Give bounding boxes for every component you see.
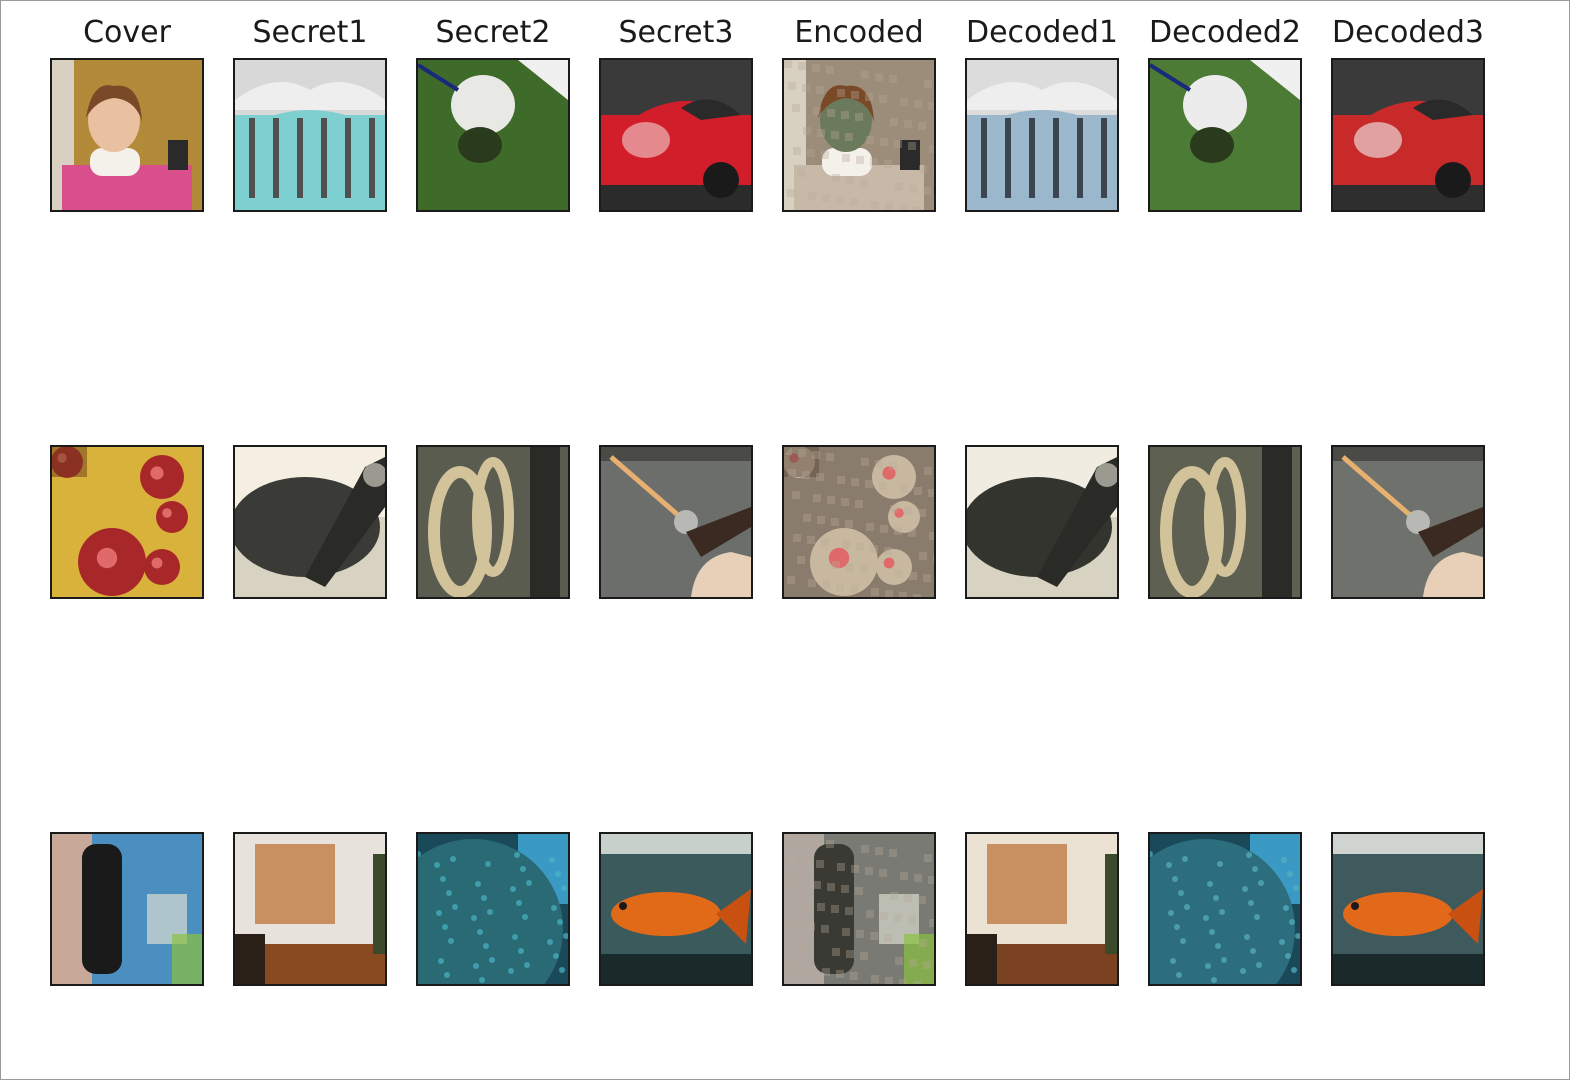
column-title-3: Secret2: [435, 15, 551, 50]
image-decoded-coral: [1148, 832, 1302, 986]
thumbnail-white-dog-on-grass: [418, 60, 568, 210]
thumbnail-decoded-dining: [967, 834, 1117, 984]
thumbnail-decoded-dog: [1150, 60, 1300, 210]
image-blurred-bowl: [233, 445, 387, 599]
image-encoded-pizza: [782, 445, 936, 599]
thumbnail-decoded-coral: [1150, 834, 1300, 984]
image-decoded-dog: [1148, 58, 1302, 212]
image-decoded-fishing: [1331, 445, 1485, 599]
thumbnail-decoded-goldfish: [1333, 834, 1483, 984]
image-decoded-goldfish: [1331, 832, 1485, 986]
thumbnail-goldfish: [601, 834, 751, 984]
image-chain-links: [416, 445, 570, 599]
thumbnail-dining-room: [235, 834, 385, 984]
column-title-8: Decoded3: [1331, 15, 1485, 50]
thumbnail-red-porsche: [601, 60, 751, 210]
thumbnail-decoded-chain: [1150, 447, 1300, 597]
column-title-1: Cover: [83, 15, 171, 50]
image-pizza-pepperoni: [50, 445, 204, 599]
image-encoded-phone: [782, 832, 936, 986]
image-decoded-porsche: [1331, 58, 1485, 212]
thumbnail-decoded-fountain: [967, 60, 1117, 210]
thumbnail-decoded-fishing: [1333, 447, 1483, 597]
image-decoded-bowl: [965, 445, 1119, 599]
column-title-2: Secret1: [252, 15, 368, 50]
thumbnail-pizza-pepperoni: [52, 447, 202, 597]
image-red-porsche: [599, 58, 753, 212]
image-venice-fountain: [233, 58, 387, 212]
thumbnail-girl-neck-brace: [52, 60, 202, 210]
image-encoded-girl: [782, 58, 936, 212]
image-fishing-rod: [599, 445, 753, 599]
thumbnail-chain-links: [418, 447, 568, 597]
thumbnail-wall-phone: [52, 834, 202, 984]
thumbnail-encoded-girl: [784, 60, 934, 210]
thumbnail-coral-sphere: [418, 834, 568, 984]
thumbnail-venice-fountain: [235, 60, 385, 210]
image-coral-sphere: [416, 832, 570, 986]
image-white-dog-on-grass: [416, 58, 570, 212]
image-girl-neck-brace: [50, 58, 204, 212]
thumbnail-blurred-bowl: [235, 447, 385, 597]
thumbnail-fishing-rod: [601, 447, 751, 597]
image-decoded-fountain: [965, 58, 1119, 212]
image-dining-room: [233, 832, 387, 986]
thumbnail-encoded-phone: [784, 834, 934, 984]
image-decoded-dining: [965, 832, 1119, 986]
column-title-7: Decoded2: [1148, 15, 1302, 50]
image-goldfish: [599, 832, 753, 986]
column-title-4: Secret3: [618, 15, 734, 50]
thumbnail-encoded-pizza: [784, 447, 934, 597]
thumbnail-decoded-bowl: [967, 447, 1117, 597]
image-wall-phone: [50, 832, 204, 986]
column-title-6: Decoded1: [965, 15, 1119, 50]
thumbnail-decoded-porsche: [1333, 60, 1483, 210]
column-title-5: Encoded: [794, 15, 924, 50]
image-decoded-chain: [1148, 445, 1302, 599]
